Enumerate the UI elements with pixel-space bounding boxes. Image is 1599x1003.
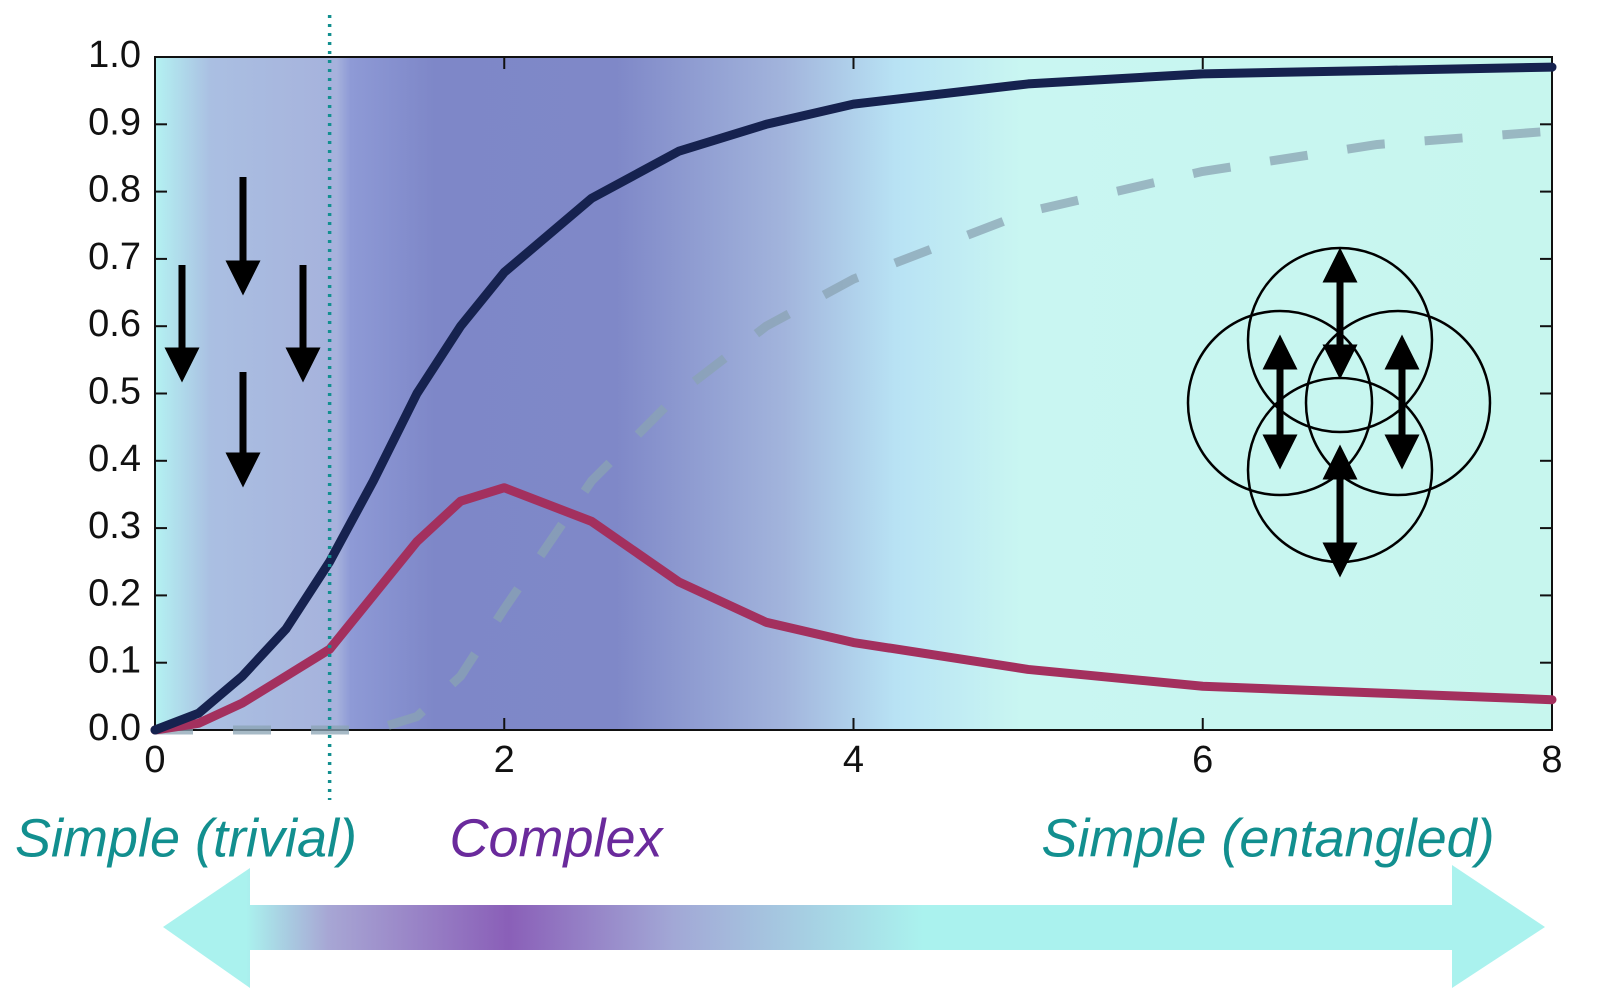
y-tick-label: 0.6 — [88, 303, 141, 345]
data-line — [150, 483, 1557, 735]
y-tick-label: 0.8 — [88, 169, 141, 211]
x-tick-label: 2 — [494, 739, 515, 781]
y-tick-label: 1.0 — [88, 34, 141, 76]
y-tick-label: 0.4 — [88, 438, 141, 480]
region-label: Simple (entangled) — [1041, 808, 1494, 868]
entangled-arrows — [1262, 247, 1420, 578]
region-label: Complex — [449, 808, 664, 868]
spectrum-arrow — [163, 865, 1545, 988]
y-tick-label: 0.9 — [88, 101, 141, 143]
x-tick-label: 0 — [144, 739, 165, 781]
data-line — [150, 62, 1557, 735]
y-tick-label: 0.1 — [88, 640, 141, 682]
y-tick-label: 0.0 — [88, 707, 141, 749]
spin-arrows — [164, 177, 321, 488]
y-tick-label: 0.3 — [88, 505, 141, 547]
x-tick-label: 8 — [1541, 739, 1562, 781]
x-tick-label: 6 — [1192, 739, 1213, 781]
region-label: Simple (trivial) — [15, 808, 357, 868]
y-tick-label: 0.2 — [88, 572, 141, 614]
plot-background — [154, 56, 1553, 731]
plot-layer — [150, 56, 1557, 735]
y-tick-label: 0.5 — [88, 371, 141, 413]
data-line — [155, 126, 1553, 735]
x-tick-label: 4 — [843, 739, 864, 781]
y-tick-label: 0.7 — [88, 236, 141, 278]
